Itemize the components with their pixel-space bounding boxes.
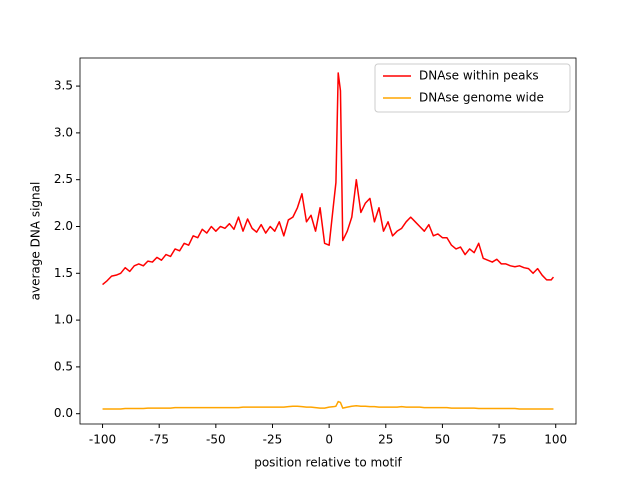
y-tick-label: 1.5: [54, 266, 73, 280]
x-tick-label: 25: [378, 433, 393, 447]
x-tick-label: 100: [544, 433, 567, 447]
x-tick-label: -100: [89, 433, 116, 447]
x-tick-label: -25: [263, 433, 283, 447]
line-series: [102, 72, 555, 286]
legend-label: DNAse genome wide: [419, 91, 544, 105]
y-tick-label: 3.5: [54, 79, 73, 93]
y-tick-label: 1.0: [54, 313, 73, 327]
x-tick-label: 75: [491, 433, 506, 447]
legend-box: [374, 63, 571, 113]
legend-label: DNAse within peaks: [419, 69, 539, 83]
y-tick-label: 3.0: [54, 125, 73, 139]
y-tick-label: 2.0: [54, 219, 73, 233]
line-series: [102, 400, 554, 410]
y-tick-label: 2.5: [54, 172, 73, 186]
y-tick-label: 0.5: [54, 359, 73, 373]
y-tick-label: 0.0: [54, 406, 73, 420]
axes-frame: [79, 57, 577, 425]
y-axis-label: average DNA signal: [29, 182, 43, 301]
x-tick-label: 0: [325, 433, 333, 447]
x-tick-label: -75: [149, 433, 169, 447]
x-axis-label: position relative to motif: [254, 456, 402, 470]
x-tick-label: 50: [435, 433, 450, 447]
x-tick-label: -50: [206, 433, 226, 447]
